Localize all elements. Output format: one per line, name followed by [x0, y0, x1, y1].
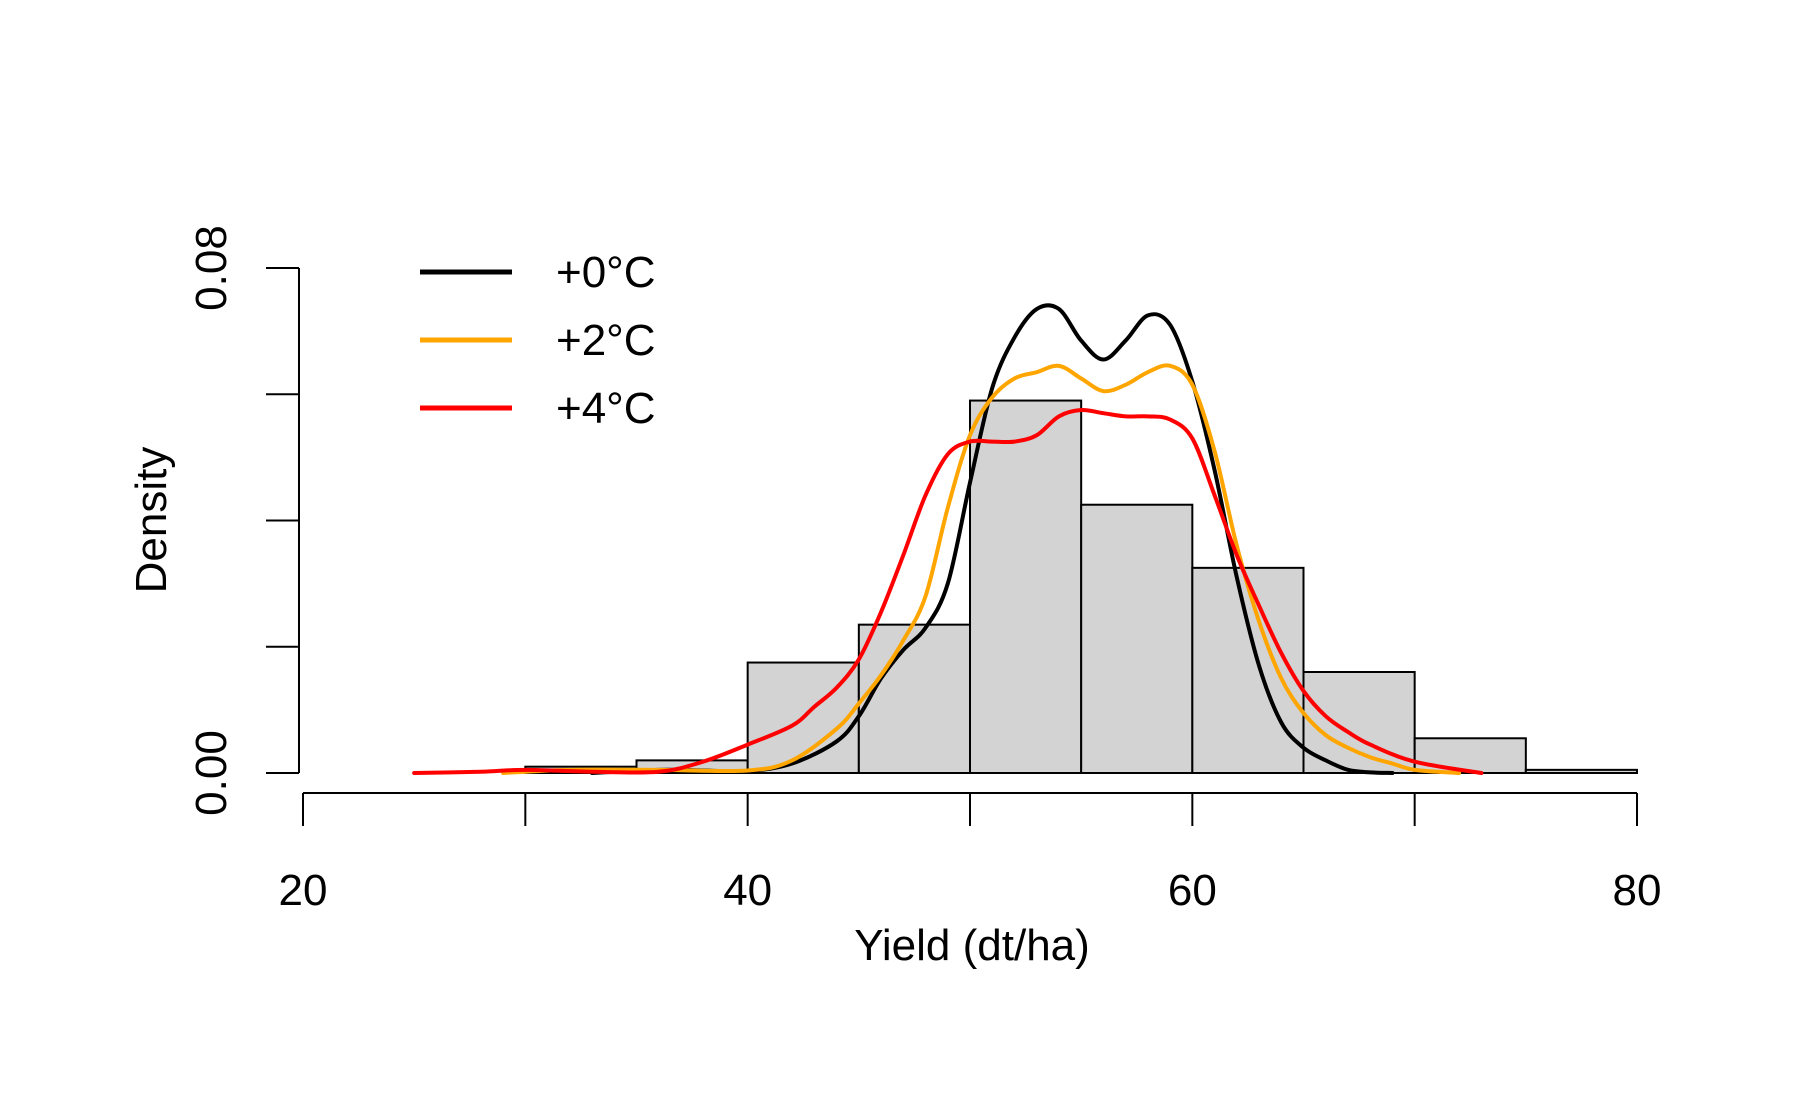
axes: 20 40 60 80 0.00 0.08: [187, 225, 1661, 915]
x-tick-label: 80: [1613, 866, 1662, 915]
histogram-bar: [1191, 566, 1305, 774]
x-tick-label: 60: [1168, 866, 1217, 915]
legend-label: +0°C: [556, 248, 656, 297]
y-axis-ticks: 0.00 0.08: [187, 225, 299, 816]
legend-label: +4°C: [556, 384, 656, 433]
histogram-bar: [1524, 768, 1639, 774]
histogram-bars: [524, 399, 1639, 774]
density-curve-1: [590, 303, 1395, 775]
density-curve-2: [501, 363, 1462, 775]
x-tick-label: 40: [723, 866, 772, 915]
y-tick-label: 0.00: [187, 730, 236, 816]
legend: +0°C +2°C +4°C: [420, 248, 656, 433]
x-axis-ticks: 20 40 60 80: [279, 793, 1662, 915]
histogram-bar: [857, 623, 971, 774]
histogram-bar: [1080, 503, 1194, 774]
density-curve-3: [412, 407, 1484, 775]
histogram-bar: [969, 399, 1083, 774]
y-tick-label: 0.08: [187, 225, 236, 311]
legend-label: +2°C: [556, 316, 656, 365]
y-axis-title: Density: [127, 447, 176, 594]
density-curves: [412, 303, 1484, 775]
x-axis-title: Yield (dt/ha): [854, 921, 1090, 970]
x-tick-label: 20: [279, 866, 328, 915]
histogram-bar: [1413, 737, 1527, 774]
